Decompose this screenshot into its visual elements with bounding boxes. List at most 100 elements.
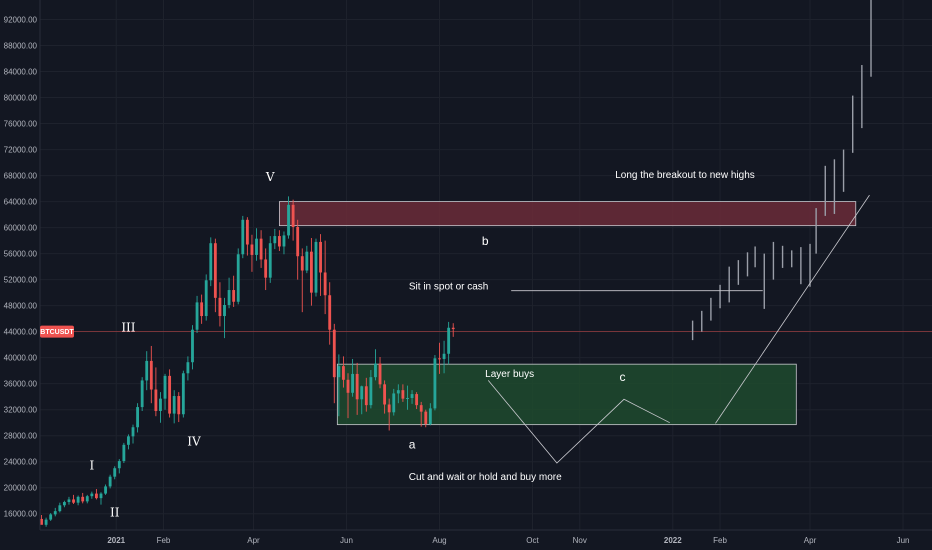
candle-body <box>419 405 423 412</box>
candle <box>433 355 437 411</box>
price-tick-label: 72000.00 <box>4 146 38 155</box>
wave-a-label: a <box>409 438 416 452</box>
candle-body <box>236 254 240 302</box>
time-tick-label: Aug <box>432 536 446 545</box>
candle <box>428 403 432 426</box>
candle <box>273 228 277 250</box>
candle <box>149 345 153 404</box>
price-tick-label: 40000.00 <box>4 354 38 363</box>
candle-body <box>259 238 263 260</box>
candle <box>332 323 336 404</box>
resistance-zone[interactable] <box>278 201 857 227</box>
candle <box>396 384 400 404</box>
candle <box>177 392 181 423</box>
candle <box>250 234 254 272</box>
candle-body <box>136 407 140 428</box>
candle-body <box>401 390 405 399</box>
annotation-sit-spot-cash: Sit in spot or cash <box>409 281 488 292</box>
candle-body <box>406 397 409 399</box>
annotation-cut-wait: Cut and wait or hold and buy more <box>409 472 562 483</box>
candle <box>117 459 121 474</box>
candle-body <box>396 390 400 394</box>
candle <box>378 357 382 389</box>
candle <box>355 362 359 415</box>
candle <box>76 495 80 506</box>
annotation-layer-buys: Layer buys <box>485 369 534 380</box>
candle <box>392 388 396 416</box>
candle <box>337 354 341 417</box>
price-axis[interactable]: 16000.00 20000.00 24000.00 28000.00 32000.00… <box>4 0 41 530</box>
candle <box>104 484 107 495</box>
price-tick-label: 24000.00 <box>4 458 38 467</box>
price-tick-label: 84000.00 <box>4 68 38 77</box>
projection-series <box>691 0 872 341</box>
candle-body <box>218 297 222 317</box>
candle <box>58 502 62 513</box>
price-tick-label: 60000.00 <box>4 224 38 233</box>
candle-body <box>53 511 57 515</box>
candle-body <box>223 304 226 317</box>
candle-body <box>255 238 258 255</box>
candle <box>415 392 419 410</box>
candle-body <box>268 243 272 278</box>
candle <box>145 351 149 391</box>
candle <box>159 392 162 423</box>
breakout-trend-line[interactable] <box>715 194 870 424</box>
candle <box>255 228 258 261</box>
candle <box>323 240 327 315</box>
candle-body <box>351 373 354 393</box>
candle-body <box>49 514 53 520</box>
time-tick-label: Jun <box>340 536 353 545</box>
candle <box>419 401 423 427</box>
candle <box>236 248 240 305</box>
price-tick-label: 16000.00 <box>4 510 38 519</box>
candle-body <box>62 502 66 506</box>
time-axis[interactable]: 2021 Feb Apr Jun Aug Oct Nov 2022 Feb Apr Jun <box>40 529 932 545</box>
candle <box>223 297 226 339</box>
wave-v-label: V <box>265 170 275 184</box>
candle-body <box>305 251 309 271</box>
candle <box>113 466 117 480</box>
candle <box>305 245 309 274</box>
candle <box>227 277 231 309</box>
projected-path-line[interactable] <box>487 380 670 464</box>
candle <box>447 321 451 365</box>
candle-body <box>277 236 281 247</box>
candle <box>136 403 140 433</box>
candle <box>131 424 135 444</box>
candle-body <box>415 394 419 406</box>
candle <box>85 494 89 504</box>
wave-b-label: b <box>482 234 489 248</box>
candle-body <box>355 373 359 400</box>
candle-body <box>319 241 322 273</box>
candle <box>442 340 446 374</box>
candle-body <box>140 380 144 408</box>
candle-body <box>328 295 332 330</box>
candle-body <box>145 360 149 381</box>
candle-body <box>113 468 117 477</box>
candle <box>94 489 98 500</box>
candle-body <box>342 366 345 380</box>
price-tick-label: 88000.00 <box>4 42 38 51</box>
candle-body <box>378 363 382 385</box>
candle-body <box>364 386 368 406</box>
candle-body <box>149 360 153 390</box>
candle-body <box>447 327 451 354</box>
price-tick-label: 76000.00 <box>4 120 38 129</box>
candle <box>309 238 313 306</box>
candle-body <box>451 327 455 330</box>
candle <box>328 282 332 345</box>
candle-body <box>168 375 172 414</box>
candle <box>319 234 322 296</box>
time-tick-label: Jun <box>897 536 910 545</box>
candle-body <box>117 461 121 469</box>
candle <box>172 390 176 424</box>
candle <box>300 248 304 313</box>
candle-body <box>154 389 158 411</box>
candle-body <box>122 444 126 462</box>
price-tick-label: 32000.00 <box>4 406 38 415</box>
candle-body <box>163 375 167 399</box>
candle-body <box>159 398 162 411</box>
support-zone[interactable] <box>336 363 797 426</box>
